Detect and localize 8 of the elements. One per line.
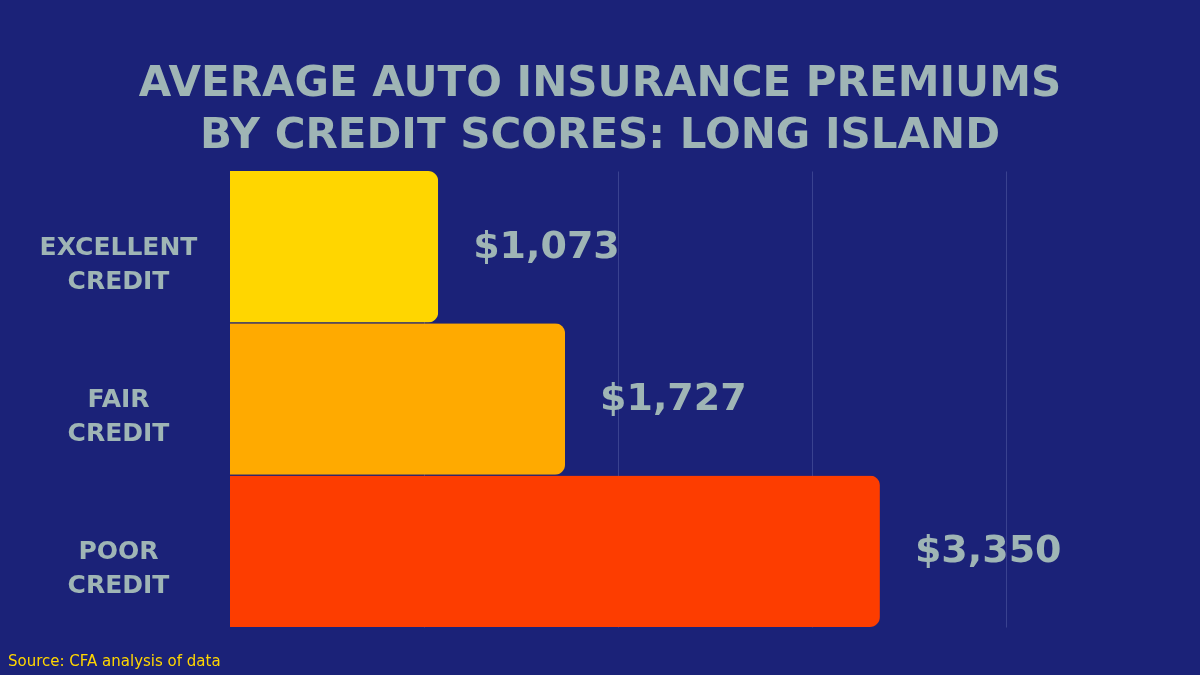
y-tick-label: FAIR CREDIT (67, 384, 170, 447)
source-note: Source: CFA analysis of data (8, 652, 221, 670)
data-label: $3,350 (914, 527, 1062, 572)
y-tick-label: EXCELLENT CREDIT (39, 231, 198, 295)
chart-title: AVERAGE AUTO INSURANCE PREMIUMS BY CREDIT SCORES: LONG ISLAND (138, 57, 1062, 158)
y-tick-label: POOR CREDIT (67, 536, 170, 600)
data-label: $1,727 (600, 375, 747, 419)
data-label: $1,073 (473, 222, 620, 267)
